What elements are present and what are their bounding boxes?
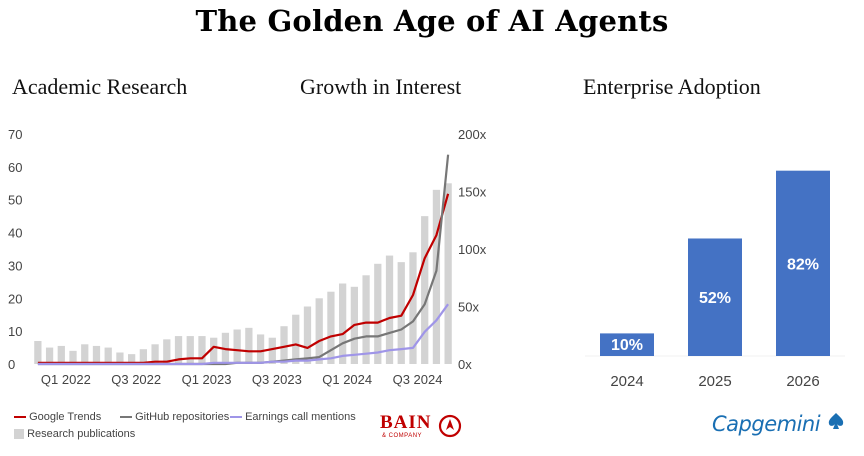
publication-bar (116, 352, 124, 364)
publication-bar (174, 336, 183, 364)
research-publication-bars (34, 183, 452, 364)
enterprise-adoption-chart: 10% 52% 82% 2024 2025 2026 (585, 170, 845, 390)
publication-bar (421, 216, 429, 364)
publication-bar (104, 347, 112, 364)
right-tick-label: 150x (458, 185, 487, 200)
legend-swatch-research (14, 429, 24, 440)
left-tick-label: 50 (8, 193, 22, 208)
enterprise-adoption-title: Enterprise Adoption (583, 74, 761, 99)
legend-label-github: GitHub repositories (135, 411, 230, 423)
legend-label-earnings: Earnings call mentions (245, 411, 356, 423)
legend-github: GitHub repositories (120, 411, 229, 423)
publication-bar (409, 252, 417, 364)
publication-bar (362, 275, 370, 364)
capgemini-spade-icon (829, 413, 844, 429)
adoption-categories: 2024 2025 2026 (610, 373, 819, 390)
adoption-value-label: 10% (611, 337, 643, 354)
publication-bar (81, 344, 89, 364)
left-tick-label: 0 (8, 357, 15, 372)
adoption-value-label: 52% (699, 290, 731, 307)
left-tick-label: 20 (8, 291, 22, 306)
x-axis-ticks: Q1 2022 Q3 2022 Q1 2023 Q3 2023 Q1 2024 Q3 20… (41, 372, 443, 387)
left-axis-ticks: 0 10 20 30 40 50 60 70 (8, 127, 22, 372)
academic-research-title: Academic Research (12, 74, 188, 99)
publication-bar (233, 329, 241, 364)
publication-bar (45, 347, 54, 364)
legend-label-google-trends: Google Trends (29, 411, 102, 423)
adoption-bar (688, 238, 742, 356)
publication-bar (139, 349, 147, 364)
left-chart-legend: Google Trends GitHub repositories Earnin… (14, 411, 374, 447)
adoption-category-label: 2025 (698, 373, 731, 390)
publication-bar (34, 341, 42, 364)
research-growth-chart: 0 10 20 30 40 50 60 70 0x 50x 100x 150x 200x Q1 202… (8, 127, 487, 387)
adoption-bars: 10% 52% 82% (600, 170, 830, 356)
publication-bar (268, 337, 276, 364)
x-tick-label: Q1 2024 (322, 372, 372, 387)
right-axis-ticks: 0x 50x 100x 150x 200x (458, 127, 487, 372)
left-tick-label: 60 (8, 160, 22, 175)
legend-swatch-google-trends (14, 416, 26, 419)
publication-bar (327, 291, 335, 364)
legend-label-research: Research publications (27, 428, 136, 440)
series-line (37, 193, 450, 364)
capgemini-logo-text: Capgemini (712, 412, 821, 436)
publication-bar (151, 344, 159, 364)
publication-bar (210, 337, 218, 364)
publication-bar (128, 354, 136, 364)
left-tick-label: 40 (8, 226, 22, 241)
publication-bar (444, 183, 452, 364)
bain-logo: BAIN & COMPANY (380, 412, 464, 444)
adoption-bar (776, 170, 830, 356)
x-tick-label: Q1 2022 (41, 372, 91, 387)
publication-bar (245, 327, 253, 364)
left-tick-label: 70 (8, 127, 22, 142)
publication-bar (339, 283, 347, 364)
right-tick-label: 50x (458, 300, 479, 315)
legend-swatch-earnings (230, 416, 242, 419)
publication-bar (315, 298, 323, 364)
right-tick-label: 200x (458, 127, 487, 142)
publication-bar (92, 345, 101, 364)
publication-bar (198, 336, 206, 364)
publication-bar (186, 336, 194, 364)
x-tick-label: Q3 2024 (393, 372, 443, 387)
publication-bar (292, 314, 300, 364)
growth-in-interest-title: Growth in Interest (300, 74, 462, 99)
right-tick-label: 0x (458, 357, 472, 372)
publication-bar (256, 334, 265, 364)
adoption-value-label: 82% (787, 256, 819, 273)
publication-bar (385, 255, 394, 364)
publication-bar (163, 339, 171, 364)
legend-research: Research publications (14, 428, 135, 440)
publication-bar (432, 189, 441, 364)
publication-bar (374, 263, 382, 364)
x-tick-label: Q3 2023 (252, 372, 302, 387)
bain-compass-icon (438, 414, 462, 438)
series-line (37, 303, 449, 366)
capgemini-logo: Capgemini (712, 412, 845, 436)
legend-swatch-github (120, 416, 132, 419)
main-title: The Golden Age of AI Agents (195, 4, 669, 38)
bain-logo-subtext: & COMPANY (382, 433, 423, 439)
right-tick-label: 100x (458, 242, 487, 257)
adoption-category-label: 2024 (610, 373, 643, 390)
adoption-category-label: 2026 (786, 373, 819, 390)
legend-earnings: Earnings call mentions (230, 411, 356, 423)
publication-bar (280, 326, 288, 364)
publication-bar (69, 350, 77, 364)
publication-bar (57, 345, 65, 364)
x-tick-label: Q1 2023 (182, 372, 232, 387)
publication-bar (397, 262, 405, 364)
bain-logo-text: BAIN (380, 412, 432, 433)
legend-google-trends: Google Trends (14, 411, 101, 423)
left-tick-label: 30 (8, 258, 22, 273)
publication-bar (303, 306, 312, 364)
adoption-bar (600, 333, 654, 356)
left-tick-label: 10 (8, 324, 22, 339)
x-tick-label: Q3 2022 (111, 372, 161, 387)
interest-lines (37, 154, 450, 366)
